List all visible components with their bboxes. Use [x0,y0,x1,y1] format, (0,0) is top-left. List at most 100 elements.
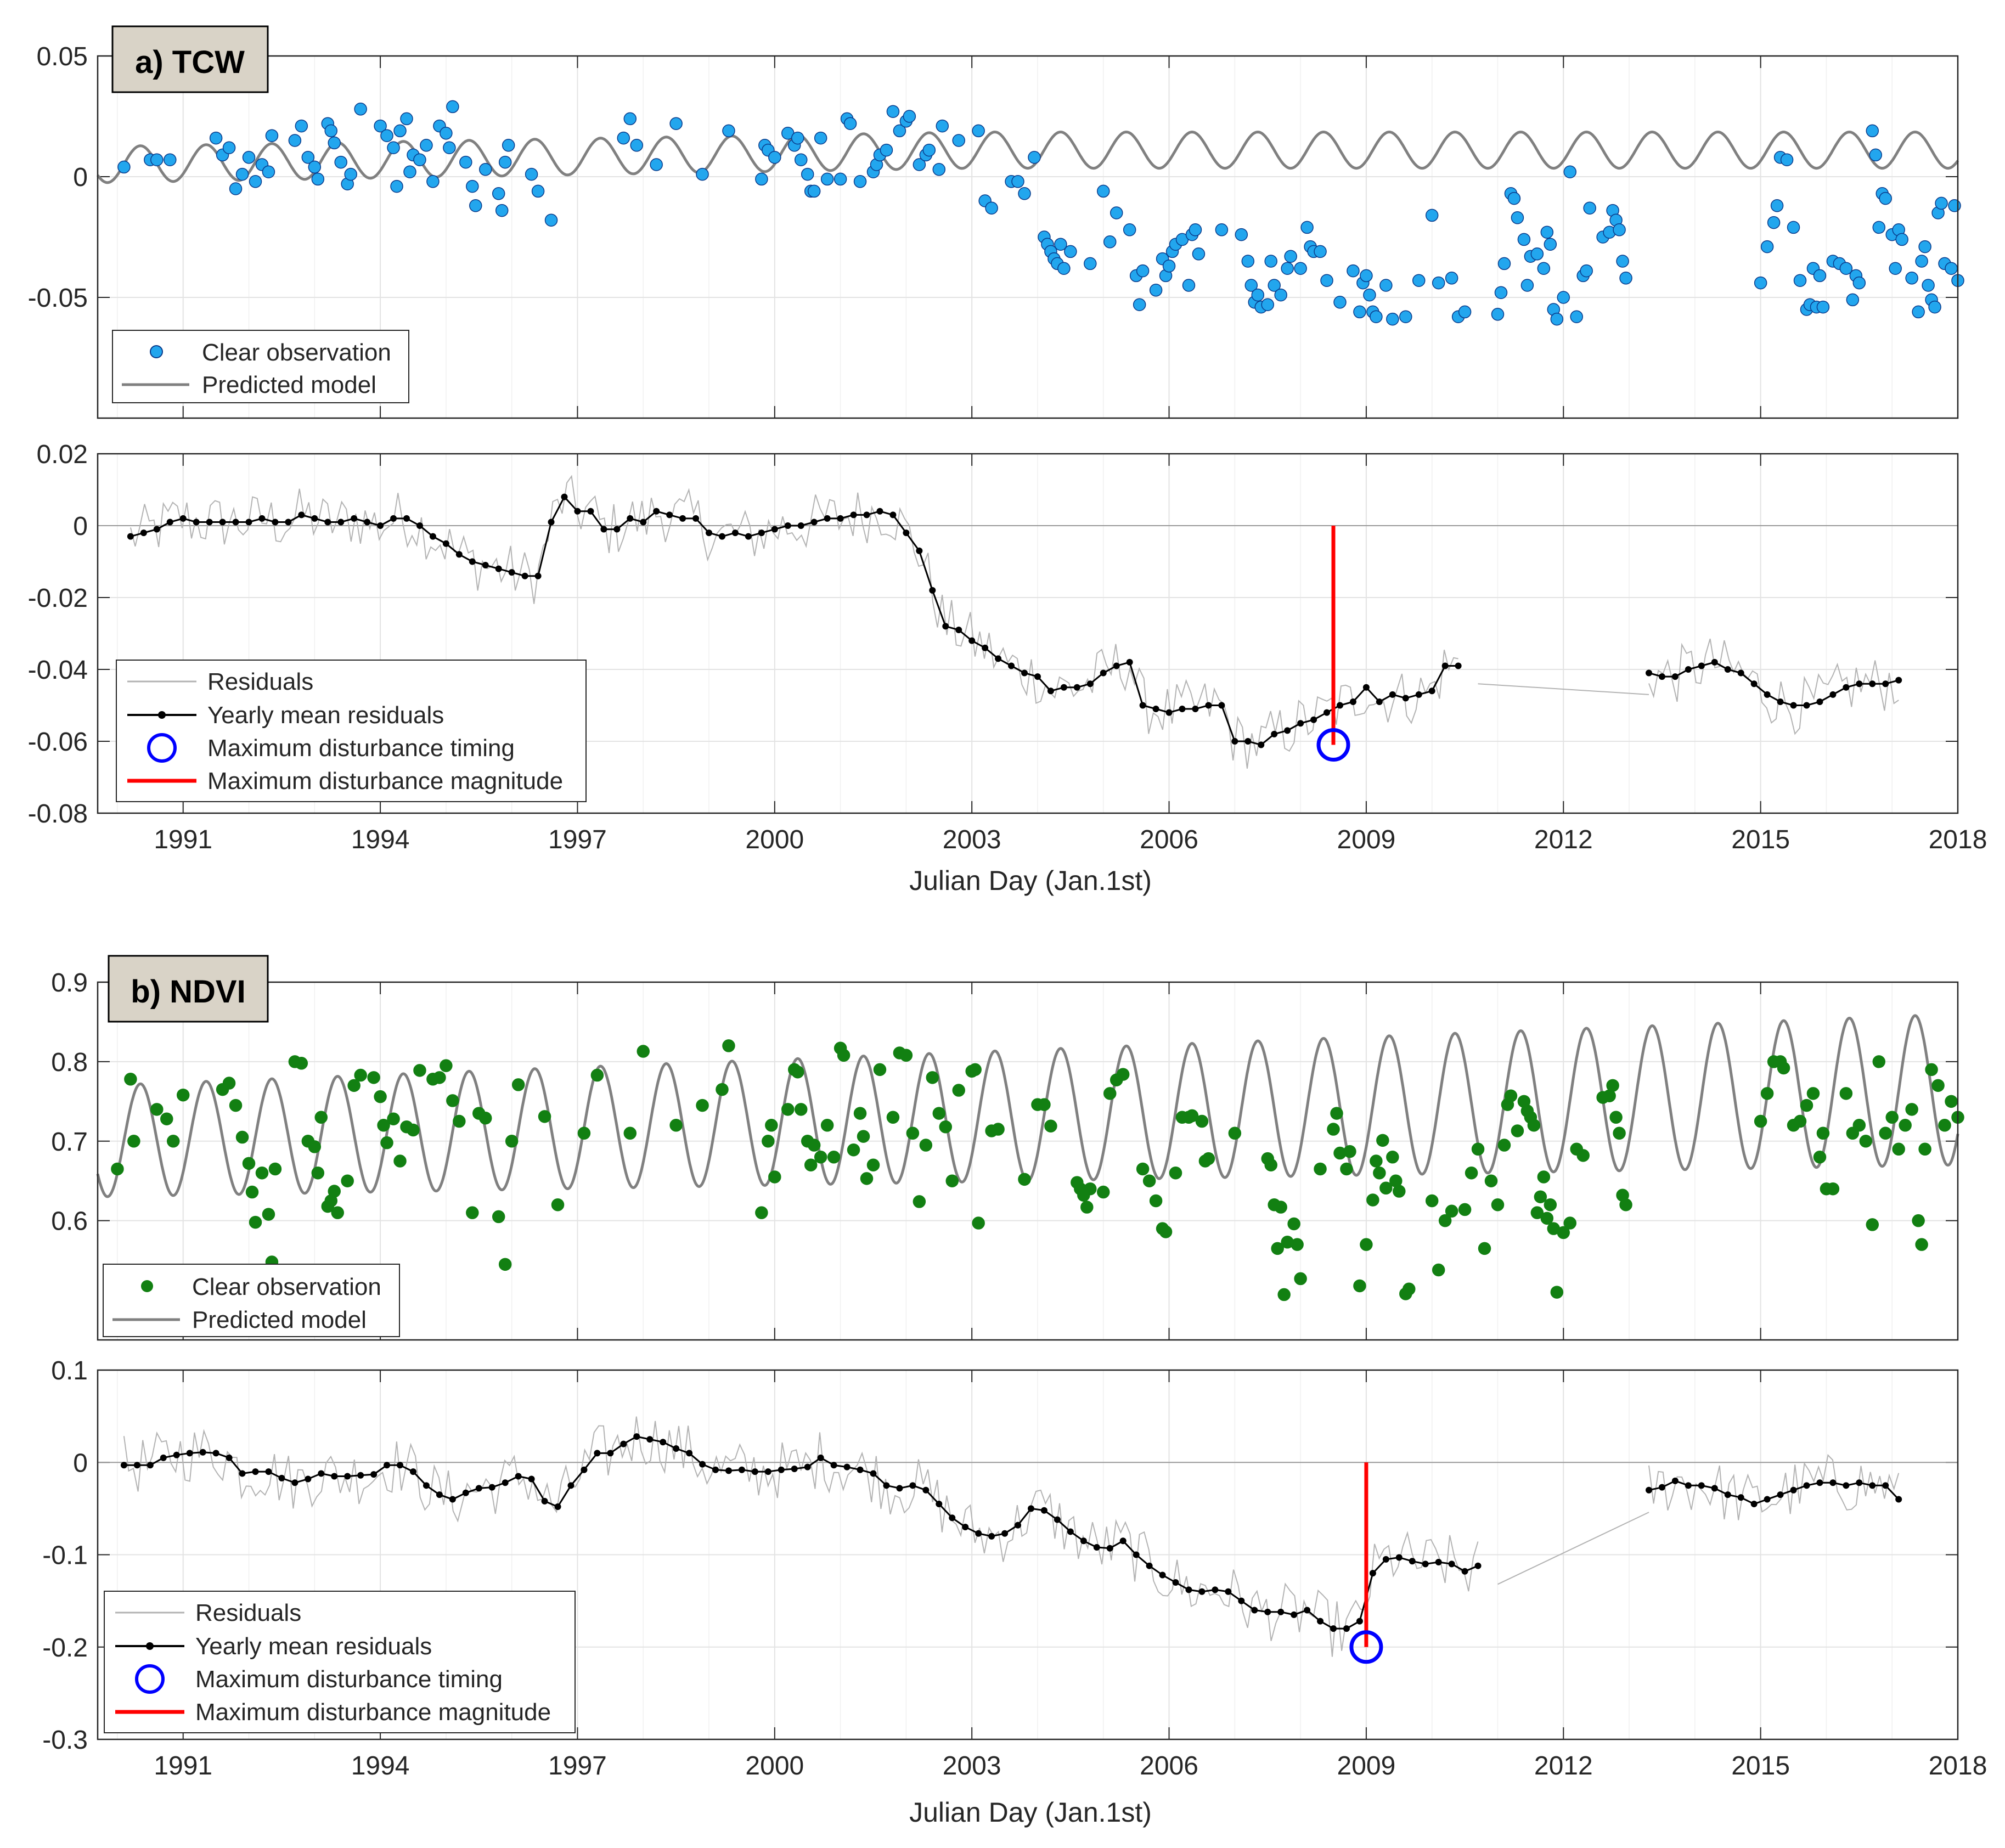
ndvi-observation-point [1287,1217,1300,1231]
legend-label: Clear observation [202,339,391,366]
ndvi-observation-point [866,1158,880,1171]
ndvi-observation-point [1613,1126,1626,1140]
tcw-observation-point [1580,264,1593,278]
ndvi-observation-point [1544,1198,1557,1212]
tcw-observation-point [1347,264,1360,278]
tcw-observation-point [478,163,492,176]
ndvi-residual-yearly-mean-point [541,1497,548,1505]
tcw-residual-yearly-mean-point [1764,691,1771,698]
tcw-observation-point [696,167,709,181]
tcw-residual-yearly-mean-point [311,515,318,522]
tcw-observation-point [443,141,456,154]
ndvi-observation-point [374,1090,387,1103]
ndvi-residual-yearly-mean-point [909,1482,916,1489]
tcw-residual-yearly-mean-point [1362,684,1370,691]
ndvi-observation-point [972,1216,985,1230]
ndvi-residual-axes: 0.1 0 -0.1 -0.2 -0.3 1991 1994 1997 2000 2003 2006… [42,1356,1987,1781]
ndvi-observation-point [919,1139,933,1152]
ndvi-observation-point [1619,1198,1632,1212]
tcw-observation-point [1544,238,1557,251]
tcw-observation-point [1353,305,1366,319]
tcw-residual-yearly-mean-point [1856,680,1863,688]
tcw-observation-point [525,167,538,181]
tcw-residual-yearly-mean-point [351,515,358,522]
ndvi-observation-point [1195,1114,1209,1128]
tcw-residual-yearly-mean-point [258,515,266,522]
tcw-observation-point [1945,262,1958,275]
tcw-residual-yearly-mean-point [521,572,528,579]
ndvi-residual-yearly-mean-point [778,1466,785,1473]
tcw-residual-legend: Residuals Yearly mean residuals Maximum … [116,660,587,802]
tcw-residual-yearly-mean-point [758,529,765,537]
ndvi-observation-point [807,1139,821,1152]
ndvi-residual-yearly-mean-point [738,1466,745,1473]
ndvi-residual-yearly-mean-point [1040,1507,1047,1514]
ndvi-observation-point [295,1057,308,1070]
ndvi-residual-x-tick-label: 1994 [351,1751,410,1781]
ndvi-observation-point [1534,1190,1547,1203]
tcw-residual-yearly-mean-point [1737,669,1744,677]
tcw-residual-x-tick-label: 2003 [943,825,1001,854]
tcw-observation-point [1235,228,1248,241]
tcw-residual-yearly-mean-point [561,493,568,500]
ndvi-observation-point [1527,1119,1541,1132]
tcw-residual-x-tick-label: 2018 [1929,825,1987,854]
ndvi-residual-yearly-mean-point [278,1474,285,1481]
ndvi-residual-yearly-mean-point [1054,1516,1061,1523]
tcw-observation-point [1189,223,1202,236]
ndvi-observation-point [1438,1214,1452,1227]
tcw-observation-point [1613,223,1626,236]
ndvi-residual-yearly-mean-point [843,1463,851,1470]
tcw-observation-point [1241,255,1255,268]
ndvi-observation-point [814,1151,827,1164]
ndvi-residual-yearly-mean-point [988,1533,995,1540]
ndvi-observation-point [1465,1166,1478,1180]
tcw-observation-point [922,143,936,157]
tcw-residual-yearly-mean-point [1441,662,1449,669]
tcw-observation-point [936,119,949,133]
ndvi-residual-yearly-mean-point [791,1466,798,1473]
tcw-observation-point [1915,255,1928,268]
ndvi-observation-point [873,1063,887,1077]
ndvi-observation-point [906,1126,920,1140]
ndvi-residual-yearly-mean-point [1777,1491,1784,1498]
ndvi-observation-point [1274,1201,1287,1214]
tcw-observation-point [807,184,821,198]
ndvi-observation-point [347,1079,361,1092]
tcw-observation-point [301,151,315,164]
tcw-residual-yearly-mean-point [298,511,305,519]
tcw-observation-y-tick-label: 0 [73,163,88,192]
tcw-residual-yearly-mean-point [416,522,423,529]
ndvi-residual-yearly-mean-point [1698,1482,1705,1489]
tcw-residual-yearly-mean-point [1244,738,1252,745]
ndvi-residual-yearly-mean-point [857,1466,864,1473]
ndvi-observation-point [1918,1142,1931,1156]
tcw-residual-yearly-mean-point [1060,684,1067,691]
ndvi-residual-yearly-mean-point [725,1467,732,1474]
legend-label: Maximum disturbance timing [195,1666,503,1693]
ndvi-residual-yearly-mean-point [1869,1482,1876,1489]
tcw-residual-yearly-mean-point [1100,669,1107,677]
ndvi-observation-point [1376,1134,1389,1147]
tcw-residual-yearly-mean-point [1336,702,1343,709]
tcw-observation-point [1616,255,1629,268]
ndvi-residual-yearly-mean-point [1343,1625,1350,1632]
tcw-observation-point [1507,191,1521,205]
tcw-residual-yearly-mean-point [140,529,147,537]
ndvi-observation-point [623,1126,637,1140]
ndvi-residual-yearly-mean-point [1027,1505,1034,1512]
tcw-observation-point [1333,296,1347,309]
tcw-residual-yearly-mean-point [903,529,910,537]
tcw-residual-yearly-mean-point [1297,720,1304,727]
ndvi-observation-point [1912,1214,1925,1227]
tcw-observation-point [311,172,325,186]
tcw-residual-yearly-mean-point [1698,662,1705,669]
ndvi-residual-yearly-mean-point [449,1496,456,1503]
ndvi-observation-point [1530,1206,1544,1219]
tcw-observation-point [1123,223,1136,236]
tcw-residual-yearly-mean-point [245,519,252,526]
ndvi-observation-point [637,1045,650,1058]
ndvi-observation-point [1879,1126,1892,1140]
ndvi-residual-yearly-mean-point [199,1449,206,1456]
